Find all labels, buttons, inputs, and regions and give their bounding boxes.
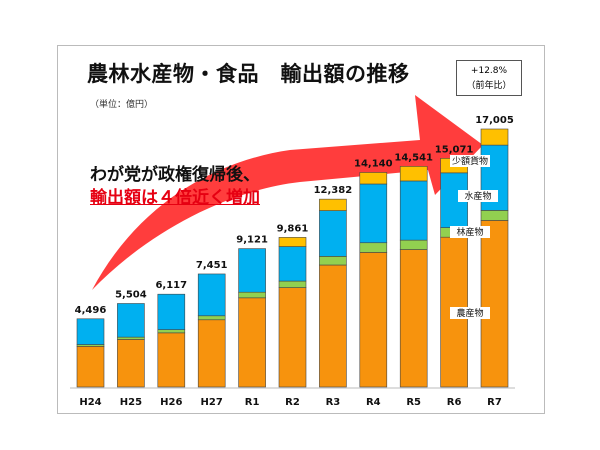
total-label: 14,541 bbox=[394, 152, 433, 163]
bar-segment-R5-0 bbox=[399, 249, 428, 388]
bar-segment-R4-2 bbox=[359, 183, 388, 244]
bar-segment-H27-2 bbox=[197, 273, 226, 317]
yoy-change: +12.8% bbox=[470, 66, 508, 76]
yoy-callout: +12.8% （前年比） bbox=[456, 60, 522, 96]
total-label: 9,121 bbox=[236, 235, 268, 246]
bar-segment-R1-0 bbox=[238, 297, 266, 388]
bar-segment-R5-3 bbox=[399, 166, 428, 182]
total-label: 4,496 bbox=[75, 305, 107, 316]
x-tick-label: H27 bbox=[201, 397, 223, 408]
bar-segment-R3-1 bbox=[319, 256, 347, 266]
x-tick-label: R1 bbox=[245, 397, 260, 408]
bar-segment-R5-2 bbox=[399, 180, 428, 241]
bar-segment-H24-2 bbox=[76, 318, 105, 345]
total-label: 9,861 bbox=[277, 223, 309, 234]
x-tick-label: R5 bbox=[406, 397, 421, 408]
message-line2: 輸出額は４倍近く増加 bbox=[90, 188, 260, 208]
bar-segment-R4-1 bbox=[359, 242, 388, 253]
series-label: 林産物 bbox=[456, 226, 483, 238]
total-label: 7,451 bbox=[196, 260, 228, 271]
x-tick-label: R4 bbox=[366, 397, 381, 408]
unit-label: （単位：億円） bbox=[90, 100, 154, 110]
bar-segment-R2-2 bbox=[278, 246, 307, 282]
total-label: 14,140 bbox=[354, 158, 393, 169]
bar-segment-R2-0 bbox=[278, 287, 307, 388]
total-label: 17,005 bbox=[475, 115, 514, 126]
bar-segment-R3-3 bbox=[319, 198, 347, 211]
bar-segment-R3-2 bbox=[319, 210, 347, 257]
x-tick-label: H25 bbox=[120, 397, 142, 408]
series-label-bg bbox=[458, 190, 498, 202]
bar-segment-H25-1 bbox=[117, 336, 145, 340]
series-label: 水産物 bbox=[464, 190, 491, 202]
series-label-bg bbox=[450, 226, 490, 238]
series-label: 農産物 bbox=[456, 307, 483, 319]
x-tick-label: R7 bbox=[487, 397, 502, 408]
bar-segment-H24-0 bbox=[76, 346, 105, 388]
bar-segment-R7-0 bbox=[480, 220, 509, 388]
x-tick-label: R6 bbox=[447, 397, 462, 408]
total-label: 12,382 bbox=[314, 185, 353, 196]
bar-segment-R2-1 bbox=[278, 280, 307, 288]
bar-segment-H27-0 bbox=[197, 319, 226, 388]
total-label: 5,504 bbox=[115, 289, 147, 300]
chart-title: 農林水産物・食品 輸出額の推移 bbox=[87, 62, 410, 86]
bar-segment-R4-0 bbox=[359, 252, 388, 388]
growth-arrow bbox=[92, 95, 483, 290]
bar-segment-R4-3 bbox=[359, 172, 388, 185]
bar-segment-R1-2 bbox=[238, 248, 266, 293]
bar-segment-H26-1 bbox=[157, 329, 186, 334]
bar-segment-H25-2 bbox=[117, 303, 145, 338]
x-tick-label: H26 bbox=[160, 397, 182, 408]
x-tick-label: H24 bbox=[79, 397, 101, 408]
bar-segment-H26-0 bbox=[157, 332, 186, 388]
x-tick-label: R2 bbox=[285, 397, 300, 408]
bar-segment-H25-0 bbox=[117, 339, 145, 388]
total-label: 15,071 bbox=[435, 144, 474, 155]
bar-segment-R7-3 bbox=[480, 128, 509, 146]
bar-segment-R3-0 bbox=[319, 264, 347, 388]
bar-segment-R1-1 bbox=[238, 291, 266, 299]
bar-segment-R7-1 bbox=[480, 210, 509, 221]
message-line1: わが党が政権復帰後、 bbox=[90, 165, 260, 185]
series-label-bg bbox=[450, 307, 490, 319]
total-label: 6,117 bbox=[155, 280, 187, 291]
series-label-bg bbox=[450, 155, 490, 167]
yoy-label: （前年比） bbox=[466, 81, 512, 91]
x-tick-label: R3 bbox=[326, 397, 341, 408]
bar-segment-R5-1 bbox=[399, 239, 428, 250]
series-label: 少額貨物 bbox=[452, 155, 488, 167]
bar-segment-H27-1 bbox=[197, 315, 226, 321]
bar-segment-H26-2 bbox=[157, 293, 186, 330]
bar-segment-R2-3 bbox=[278, 237, 307, 247]
